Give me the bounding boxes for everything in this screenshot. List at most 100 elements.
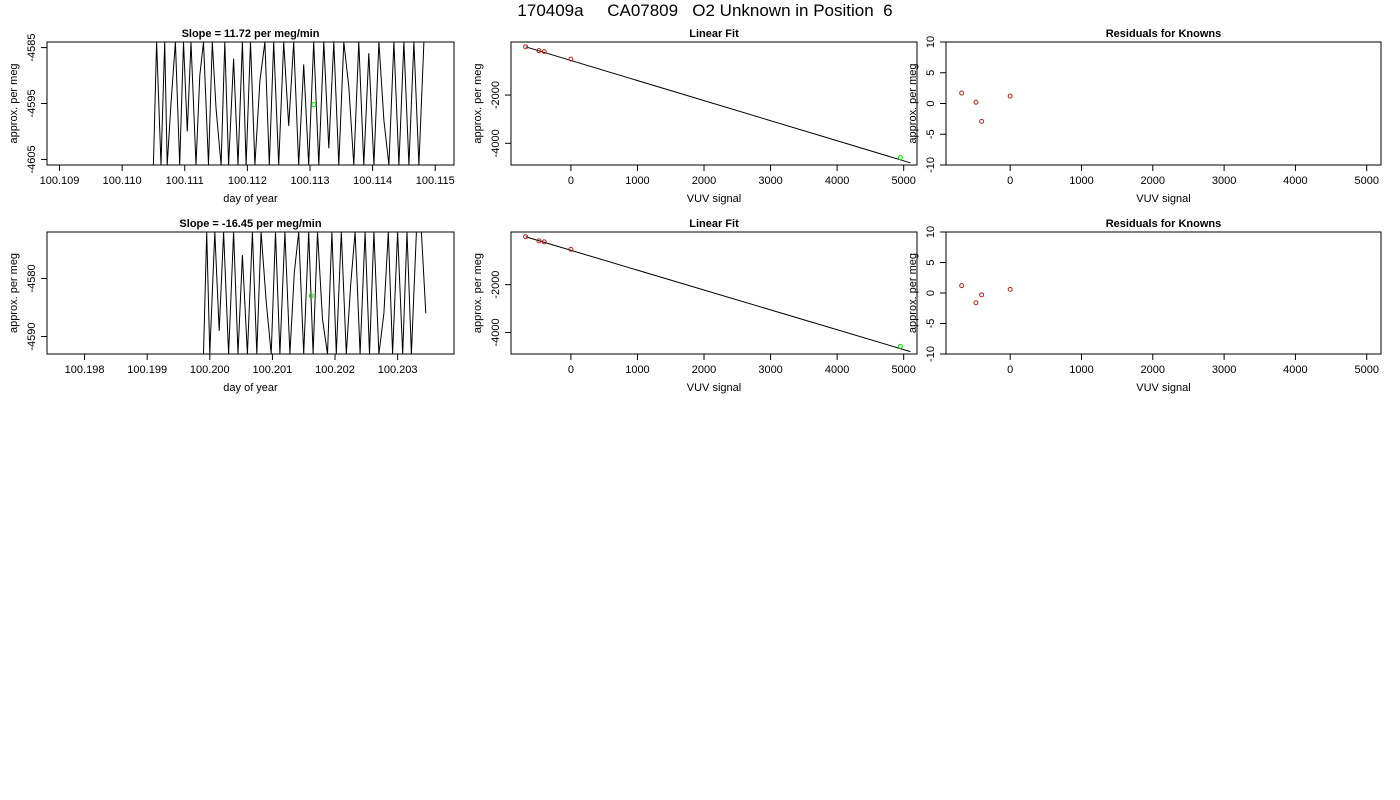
unknown-point	[897, 155, 903, 161]
x-axis-label-2: VUV signal	[687, 193, 741, 205]
known-point	[541, 49, 547, 55]
x-tick-label: 4000	[1283, 175, 1307, 187]
plot-title-1: Slope = 11.72 per meg/min	[182, 28, 320, 40]
y-axis-label-2: approx. per meg	[472, 63, 484, 143]
y-tick-label: -10	[925, 157, 937, 173]
unknown-point	[308, 293, 314, 299]
x-axis-label-5: VUV signal	[687, 382, 741, 394]
y-tick-label: -10	[925, 346, 937, 362]
plot-title-6: Residuals for Knowns	[1106, 218, 1222, 230]
x-tick-label: 100.200	[190, 364, 230, 376]
y-tick-label: -4590	[26, 323, 38, 351]
y-tick-label: -2000	[490, 271, 502, 299]
unknown-point	[311, 102, 317, 108]
x-tick-label: 100.112	[228, 175, 267, 187]
x-tick-label: 2000	[692, 175, 716, 187]
fit-line	[525, 46, 911, 164]
x-tick-label: 2000	[692, 364, 716, 376]
x-axis-label-3: VUV signal	[1136, 193, 1190, 205]
x-tick-label: 100.201	[253, 364, 293, 376]
y-tick-label: -5	[925, 319, 937, 329]
y-tick-label: -5	[925, 129, 937, 139]
x-tick-label: 4000	[1283, 364, 1307, 376]
x-tick-label: 1000	[625, 364, 649, 376]
x-tick-label: 100.202	[315, 364, 355, 376]
y-tick-label: -4000	[490, 129, 502, 157]
y-tick-label: -4605	[26, 145, 38, 173]
known-point	[541, 239, 547, 245]
x-tick-label: 5000	[1354, 175, 1378, 187]
y-axis-label-1: approx. per meg	[8, 63, 20, 143]
known-point	[568, 246, 574, 252]
y-tick-label: -2000	[490, 81, 502, 109]
y-tick-label: 0	[925, 290, 937, 296]
x-axis-label-1: day of year	[223, 193, 278, 205]
plot-title-3: Residuals for Knowns	[1106, 28, 1222, 40]
known-point	[536, 48, 542, 54]
x-tick-label: 1000	[1069, 175, 1093, 187]
x-tick-label: 3000	[758, 364, 782, 376]
known-point	[959, 90, 965, 96]
x-tick-label: 0	[568, 364, 574, 376]
x-tick-label: 2000	[1141, 364, 1165, 376]
x-tick-label: 100.110	[103, 175, 142, 187]
known-point	[523, 234, 529, 240]
x-tick-label: 2000	[1141, 175, 1165, 187]
x-tick-label: 100.114	[353, 175, 392, 187]
y-axis-label-5: approx. per meg	[472, 253, 484, 333]
fit-line	[525, 236, 911, 353]
y-tick-label: 5	[925, 70, 937, 76]
known-point	[523, 44, 529, 50]
known-point	[979, 118, 985, 124]
y-tick-label: -4585	[26, 34, 38, 62]
y-tick-label: 5	[925, 259, 937, 265]
x-tick-label: 100.109	[40, 175, 80, 187]
plot-frame-3	[945, 41, 1382, 166]
x-axis-label-6: VUV signal	[1136, 382, 1190, 394]
plot-frame-5	[510, 231, 918, 355]
x-tick-label: 100.115	[416, 175, 455, 187]
data-series-line-4	[134, 231, 427, 355]
data-series-line-1	[152, 41, 425, 166]
x-tick-label: 100.199	[127, 364, 167, 376]
known-point	[568, 56, 574, 62]
plot-frame-2	[510, 41, 918, 166]
x-tick-label: 100.198	[65, 364, 105, 376]
x-axis-label-4: day of year	[223, 382, 278, 394]
main-title: 170409a CA07809 O2 Unknown in Position 6	[517, 1, 893, 20]
x-tick-label: 5000	[1354, 364, 1378, 376]
x-tick-label: 1000	[1069, 364, 1093, 376]
unknown-point	[897, 343, 903, 349]
known-point	[959, 283, 965, 289]
x-tick-label: 0	[1007, 364, 1013, 376]
x-tick-label: 5000	[891, 364, 915, 376]
y-tick-label: 10	[925, 226, 937, 238]
x-tick-label: 0	[568, 175, 574, 187]
y-tick-label: -4000	[490, 318, 502, 346]
x-tick-label: 4000	[825, 364, 849, 376]
plot-title-2: Linear Fit	[689, 28, 739, 40]
known-point	[979, 292, 985, 298]
y-tick-label: -4595	[26, 89, 38, 117]
known-point	[1007, 286, 1013, 292]
x-tick-label: 3000	[758, 175, 782, 187]
y-axis-label-6: approx. per meg	[907, 253, 919, 333]
x-tick-label: 100.203	[378, 364, 418, 376]
y-axis-label-3: approx. per meg	[907, 63, 919, 143]
known-point	[973, 99, 979, 105]
known-point	[973, 300, 979, 306]
y-tick-label: 10	[925, 36, 937, 48]
y-tick-label: -4580	[26, 264, 38, 292]
known-point	[1007, 93, 1013, 99]
x-tick-label: 100.111	[166, 175, 204, 187]
y-tick-label: 0	[925, 100, 937, 106]
x-tick-label: 0	[1007, 175, 1013, 187]
x-tick-label: 3000	[1212, 175, 1236, 187]
known-point	[536, 238, 542, 244]
y-axis-label-4: approx. per meg	[8, 253, 20, 333]
x-tick-label: 5000	[891, 175, 915, 187]
plot-title-5: Linear Fit	[689, 218, 739, 230]
plot-frame-6	[945, 231, 1382, 355]
x-tick-label: 100.113	[291, 175, 330, 187]
